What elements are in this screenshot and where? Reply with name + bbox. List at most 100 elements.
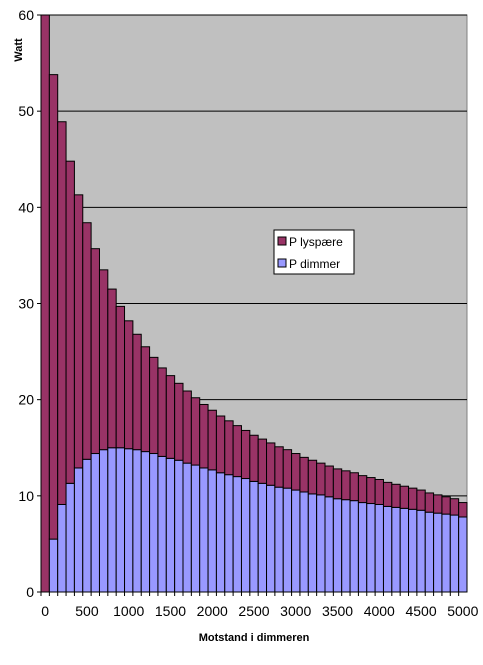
bar-p-lyspaere: [299, 456, 309, 493]
bar-p-dimmer: [441, 513, 451, 593]
x-tick-label: 500: [75, 603, 99, 619]
bar-p-lyspaere: [374, 478, 384, 505]
bar-p-lyspaere: [48, 74, 59, 540]
bar-p-dimmer: [124, 448, 134, 593]
bar-p-lyspaere: [249, 434, 259, 482]
bar-p-dimmer: [157, 455, 167, 593]
bar-p-lyspaere: [174, 382, 184, 461]
y-tick-label: 60: [18, 7, 34, 23]
bar-p-lyspaere: [224, 420, 234, 476]
bar-p-dimmer: [391, 506, 401, 593]
bar-p-dimmer: [140, 451, 151, 593]
y-tick-labels: 0 10 20 30 40 50 60: [18, 7, 34, 600]
legend-label-p-dimmer: P dimmer: [289, 257, 340, 271]
bar-p-dimmer: [240, 478, 251, 593]
bar-p-lyspaere: [424, 492, 435, 513]
bar-p-lyspaere: [65, 160, 75, 484]
bar-p-dimmer: [182, 462, 192, 593]
x-tick-label: 3500: [322, 603, 353, 619]
bar-p-dimmer: [299, 491, 309, 593]
bar-p-lyspaere: [257, 438, 268, 484]
y-tick-label: 40: [18, 199, 34, 215]
bar-p-dimmer: [215, 472, 226, 593]
bar-p-lyspaere: [215, 415, 226, 474]
bar-p-lyspaere: [132, 333, 142, 451]
x-tick-labels: 0 500 1000 1500 2000 2500 3000 3500 4000 4500 5000: [41, 603, 478, 619]
y-tick-label: 50: [18, 103, 34, 119]
bar-p-lyspaere: [408, 487, 418, 510]
x-tick-label: 5000: [447, 603, 478, 619]
bar-p-dimmer: [107, 447, 117, 593]
bar-p-dimmer: [416, 509, 426, 593]
bar-p-dimmer: [408, 508, 418, 593]
y-tick-label: 10: [18, 488, 34, 504]
y-tick-label: 0: [26, 584, 34, 600]
bar-p-dimmer: [291, 489, 301, 593]
bar-p-dimmer: [149, 453, 159, 593]
bar-p-dimmer: [82, 458, 92, 593]
bar-p-dimmer: [174, 459, 184, 593]
x-tick-label: 4500: [405, 603, 436, 619]
bar-p-lyspaere: [140, 346, 151, 453]
x-axis-title: Motstand i dimmeren: [199, 632, 310, 644]
bar-p-dimmer: [115, 447, 126, 593]
bar-p-dimmer: [232, 476, 242, 593]
bar-p-lyspaere: [98, 269, 109, 451]
bar-p-dimmer: [48, 538, 59, 593]
bar-p-lyspaere: [57, 121, 67, 505]
bar-p-lyspaere: [266, 442, 276, 486]
bar-p-dimmer: [332, 498, 343, 593]
bar-p-dimmer: [349, 500, 359, 593]
bar-p-dimmer: [433, 512, 443, 593]
bar-p-lyspaere: [357, 475, 368, 504]
bar-p-dimmer: [207, 469, 217, 593]
bar-p-lyspaere: [232, 425, 242, 478]
bar-p-lyspaere: [349, 472, 359, 502]
bar-p-lyspaere: [124, 320, 134, 450]
bar-p-dimmer: [266, 484, 276, 593]
bar-p-lyspaere: [115, 305, 126, 449]
bar-p-dimmer: [98, 449, 109, 593]
bar-p-dimmer: [357, 502, 368, 593]
bar-p-dimmer: [282, 487, 293, 593]
bar-p-dimmer: [324, 496, 334, 593]
bar-p-lyspaere: [366, 477, 376, 505]
bar-p-lyspaere: [274, 446, 284, 488]
bar-p-dimmer: [65, 482, 75, 593]
legend-swatch-p-dimmer: [277, 258, 287, 268]
bar-p-lyspaere: [433, 494, 443, 514]
bar-p-lyspaere: [82, 222, 92, 460]
bar-p-dimmer: [73, 467, 84, 593]
bar-p-dimmer: [316, 494, 326, 593]
bar-p-dimmer: [90, 453, 100, 593]
bar-p-dimmer: [458, 516, 468, 593]
bar-p-dimmer: [449, 514, 460, 593]
bar-p-dimmer: [424, 511, 435, 593]
bar-p-lyspaere: [207, 409, 217, 471]
y-tick-label: 30: [18, 296, 34, 312]
bar-p-lyspaere: [157, 367, 167, 457]
bar-p-lyspaere: [199, 403, 209, 469]
bar-p-lyspaere: [324, 465, 334, 498]
bar-p-dimmer: [224, 474, 234, 593]
bar-p-lyspaere: [149, 356, 159, 455]
bar-p-lyspaere: [458, 502, 468, 518]
legend-label-p-lyspaere: P lyspære: [289, 235, 343, 249]
x-tick-label: 0: [41, 603, 49, 619]
bar-p-lyspaere: [316, 462, 326, 496]
bar-p-lyspaere: [282, 449, 293, 489]
bar-p-lyspaere: [391, 483, 401, 508]
bar-p-lyspaere: [40, 14, 50, 593]
bar-p-dimmer: [307, 493, 318, 593]
bar-p-lyspaere: [182, 390, 192, 464]
bar-p-lyspaere: [449, 498, 460, 516]
x-tick-label: 2500: [238, 603, 269, 619]
bar-p-dimmer: [399, 507, 410, 593]
bar-p-lyspaere: [291, 453, 301, 491]
y-tick-label: 20: [18, 392, 34, 408]
bar-p-dimmer: [132, 449, 142, 593]
axes: [37, 14, 467, 596]
bar-p-dimmer: [274, 486, 284, 593]
bar-p-dimmer: [199, 467, 209, 593]
